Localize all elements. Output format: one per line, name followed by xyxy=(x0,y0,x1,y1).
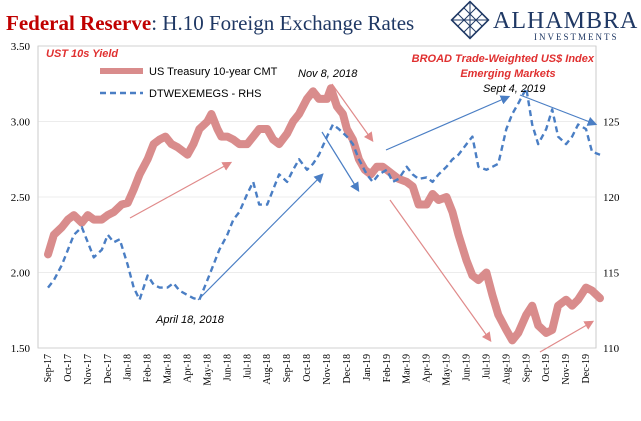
x-tick-label-9: Jun-18 xyxy=(222,354,233,381)
arrow-2018-treasury-red xyxy=(129,161,233,219)
right-tick-label-1: 115 xyxy=(603,268,620,280)
arrow-apr-nov-blue xyxy=(197,173,324,301)
right-axis-title-line2: Emerging Markets xyxy=(460,68,555,80)
x-tick-label-14: Nov-18 xyxy=(322,354,333,385)
x-tick-label-10: Jul-18 xyxy=(242,354,253,379)
x-tick-label-23: Aug-19 xyxy=(501,354,512,385)
x-tick-label-0: Sep-17 xyxy=(43,354,54,382)
x-tick-label-25: Oct-19 xyxy=(541,354,552,382)
x-tick-label-6: Mar-18 xyxy=(163,354,174,384)
x-tick-label-11: Aug-18 xyxy=(262,354,273,385)
right-axis-ticks: 110 115 120 125 xyxy=(603,117,620,356)
right-axis-title-line1: BROAD Trade-Weighted US$ Index xyxy=(412,53,595,65)
series-line-dollar-index xyxy=(47,87,601,301)
left-axis-ticks: 1.50 2.00 2.50 3.00 3.50 xyxy=(11,41,31,355)
series-layer xyxy=(44,84,604,345)
x-tick-label-24: Sep-19 xyxy=(521,354,532,382)
left-tick-label-4: 3.50 xyxy=(11,41,31,53)
x-tick-label-27: Dec-19 xyxy=(581,354,592,383)
annotation-nov-8-2018: Nov 8, 2018 xyxy=(298,68,358,80)
right-tick-label-2: 120 xyxy=(603,192,620,204)
x-tick-label-17: Feb-19 xyxy=(382,354,393,382)
left-tick-label-1: 2.00 xyxy=(11,268,31,280)
legend-label-treasury: US Treasury 10-year CMT xyxy=(149,66,278,78)
series-line-treasury xyxy=(44,84,604,345)
arrow-nov-red-down xyxy=(331,83,374,142)
annotation-arrows xyxy=(129,83,598,353)
title-red-part: Federal Reserve xyxy=(6,11,151,35)
x-tick-label-20: May-19 xyxy=(442,354,453,386)
x-tick-label-18: Mar-19 xyxy=(402,354,413,384)
x-tick-label-8: May-18 xyxy=(202,354,213,386)
annotation-sept-4-2019: Sept 4, 2019 xyxy=(483,83,545,95)
arrow-2019-red-down xyxy=(389,199,492,342)
x-tick-label-22: Jul-19 xyxy=(481,354,492,379)
logo-subtitle: INVESTMENTS xyxy=(534,32,619,42)
x-tick-label-12: Sep-18 xyxy=(282,354,293,382)
x-tick-label-2: Nov-17 xyxy=(83,354,94,385)
annotation-april-18-2018: April 18, 2018 xyxy=(155,314,225,326)
left-tick-label-3: 3.00 xyxy=(11,117,31,129)
x-tick-label-7: Apr-18 xyxy=(182,354,193,383)
x-tick-label-1: Oct-17 xyxy=(63,354,74,382)
logo: ALHAMBRA INVESTMENTS xyxy=(450,0,638,42)
x-tick-label-5: Feb-18 xyxy=(143,354,154,382)
legend-label-dollar: DTWEXEMEGS - RHS xyxy=(149,88,261,100)
arrow-end-red-up xyxy=(539,320,595,353)
x-tick-label-13: Oct-18 xyxy=(302,354,313,382)
x-tick-label-15: Dec-18 xyxy=(342,354,353,383)
left-axis-title: UST 10s Yield xyxy=(46,48,118,60)
chart-title: Federal Reserve: H.10 Foreign Exchange R… xyxy=(6,11,414,35)
x-tick-label-16: Jan-19 xyxy=(362,354,373,381)
left-tick-label-2: 2.50 xyxy=(11,192,31,204)
right-tick-label-0: 110 xyxy=(603,343,620,355)
x-tick-label-21: Jun-19 xyxy=(461,354,472,381)
gridlines xyxy=(38,45,596,349)
left-tick-label-0: 1.50 xyxy=(11,343,31,355)
arrow-nov-blue-down xyxy=(321,131,360,193)
right-tick-label-3: 125 xyxy=(603,117,620,129)
x-axis-ticks: Sep-17 Oct-17 Nov-17 Dec-17 Jan-18 Feb-18 Mar-… xyxy=(43,354,592,386)
arrow-2019-blue-up xyxy=(385,95,511,151)
legend: US Treasury 10-year CMT DTWEXEMEGS - RHS xyxy=(100,66,278,100)
diamond-lattice-icon xyxy=(450,0,490,40)
x-tick-label-3: Dec-17 xyxy=(103,354,114,383)
arrow-sept-blue-down xyxy=(519,94,598,126)
logo-name: ALHAMBRA xyxy=(493,8,638,34)
x-tick-label-26: Nov-19 xyxy=(561,354,572,385)
x-tick-label-4: Jan-18 xyxy=(123,354,134,381)
x-tick-label-19: Apr-19 xyxy=(422,354,433,383)
title-blue-part: : H.10 Foreign Exchange Rates xyxy=(151,11,414,35)
